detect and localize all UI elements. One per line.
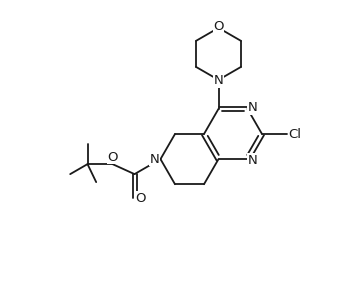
Text: O: O: [107, 151, 118, 164]
Text: Cl: Cl: [289, 127, 301, 140]
Text: O: O: [213, 20, 224, 33]
Text: N: N: [214, 74, 223, 87]
Text: N: N: [248, 154, 257, 167]
Text: N: N: [150, 153, 159, 166]
Text: N: N: [248, 102, 257, 114]
Text: O: O: [135, 191, 146, 205]
